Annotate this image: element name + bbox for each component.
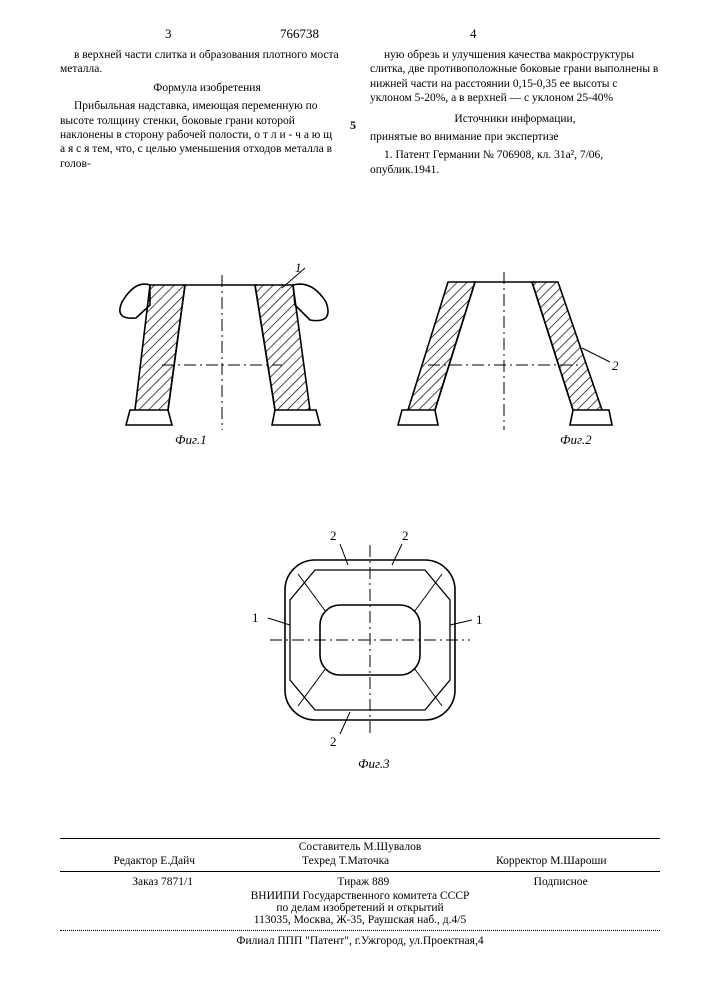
order-label: Заказ: [132, 876, 158, 888]
fig3-leader-2c: 2: [330, 734, 337, 750]
run-label: Тираж: [337, 876, 369, 888]
document-number: 766738: [280, 26, 319, 42]
sources-item: 1. Патент Германии № 706908, кл. 31a², 7…: [370, 148, 660, 177]
compiler-label: Составитель: [299, 841, 361, 853]
line-margin-number: 5: [350, 118, 356, 133]
fig2-leader-label: 2: [612, 358, 619, 374]
figure-1: [100, 250, 350, 440]
compiler-name: М.Шувалов: [363, 841, 421, 853]
figure-2: [380, 250, 630, 440]
footer-block: Составитель М.Шувалов Редактор Е.Дайч Те…: [60, 838, 660, 947]
sources-title: Источники информации,: [370, 112, 660, 126]
page-number-left: 3: [165, 26, 172, 42]
right-column: ную обрезь и улучшения качества макростр…: [370, 48, 660, 181]
editor-label: Редактор: [113, 855, 157, 867]
fig3-leader-1a: 1: [252, 610, 259, 626]
corrector-label: Корректор: [496, 855, 547, 867]
page-number-right: 4: [470, 26, 477, 42]
fig3-leader-2a: 2: [330, 528, 337, 544]
left-para-1: в верхней части слитка и образования пло…: [60, 48, 340, 77]
org-address: 113035, Москва, Ж-35, Раушская наб., д.4…: [60, 914, 660, 926]
fig2-caption: Фиг.2: [560, 432, 592, 448]
sources-subtitle: принятые во внимание при экспертизе: [370, 130, 660, 144]
fig1-leader-label: 1: [295, 260, 302, 276]
branch-line: Филиал ППП "Патент", г.Ужгород, ул.Проек…: [60, 930, 660, 947]
subscription-label: Подписное: [534, 876, 588, 888]
formula-title: Формула изобретения: [60, 81, 340, 95]
fig3-leader-2b: 2: [402, 528, 409, 544]
org-line-1: ВНИИПИ Государственного комитета СССР: [60, 890, 660, 902]
run-value: 889: [372, 876, 389, 888]
org-line-2: по делам изобретений и открытий: [60, 902, 660, 914]
order-value: 7871/1: [161, 876, 193, 888]
techeditor-name: Т.Маточка: [339, 855, 389, 867]
fig3-caption: Фиг.3: [358, 756, 390, 772]
editor-name: Е.Дайч: [160, 855, 195, 867]
figures-block: 1 Фиг.1 2 Фиг.2: [60, 240, 660, 820]
fig1-caption: Фиг.1: [175, 432, 207, 448]
right-para-1: ную обрезь и улучшения качества макростр…: [370, 48, 660, 106]
techeditor-label: Техред: [302, 855, 336, 867]
figure-3: [260, 530, 480, 750]
fig3-leader-1b: 1: [476, 612, 483, 628]
left-column: в верхней части слитка и образования пло…: [60, 48, 340, 175]
left-para-2: Прибыльная надставка, имеющая переменную…: [60, 99, 340, 171]
corrector-name: М.Шароши: [550, 855, 606, 867]
